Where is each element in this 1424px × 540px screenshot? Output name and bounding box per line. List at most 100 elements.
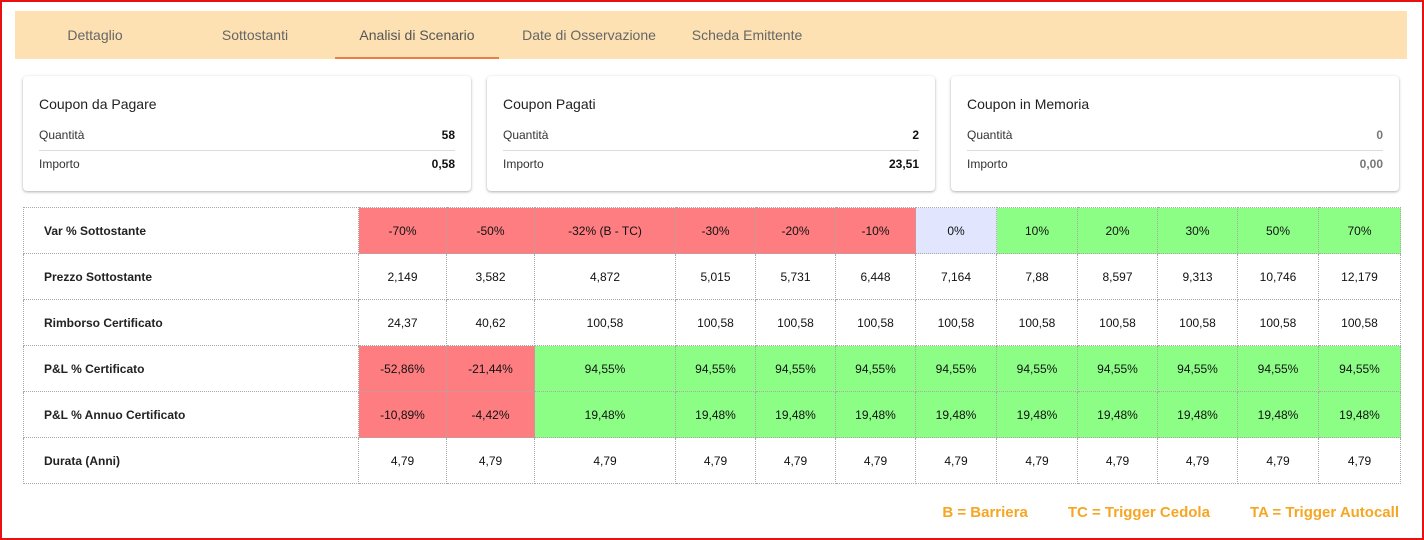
row-label: Durata (Anni) [23, 437, 359, 484]
table-cell: 5,015 [675, 253, 756, 300]
legend-trigger-autocall: TA = Trigger Autocall [1249, 504, 1399, 521]
table-cell: 94,55% [1157, 345, 1238, 392]
table-cell: 40,62 [446, 299, 535, 346]
tab-bar: Dettaglio Sottostanti Analisi di Scenari… [15, 11, 1407, 59]
amount-row: Importo 0,00 [967, 149, 1383, 178]
table-cell: 4,79 [915, 437, 997, 484]
table-cell: 94,55% [755, 345, 836, 392]
tab-analisi-di-scenario[interactable]: Analisi di Scenario [335, 11, 499, 59]
table-cell: 6,448 [835, 253, 916, 300]
table-cell: 94,55% [915, 345, 997, 392]
divider [503, 150, 919, 151]
table-cell: 94,55% [1237, 345, 1319, 392]
table-cell: 20% [1077, 207, 1158, 254]
table-cell: -52,86% [358, 345, 447, 392]
table-cell: 94,55% [835, 345, 916, 392]
row-label: Prezzo Sottostante [23, 253, 359, 300]
table-cell: 4,79 [835, 437, 916, 484]
table-cell: 0% [915, 207, 997, 254]
table-cell: 8,597 [1077, 253, 1158, 300]
table-cell: 100,58 [1237, 299, 1319, 346]
table-cell: 4,79 [358, 437, 447, 484]
legend-trigger-cedola: TC = Trigger Cedola [1067, 504, 1210, 521]
amount-row: Importo 0,58 [39, 149, 455, 178]
amount-label: Importo [503, 156, 544, 171]
table-cell: -10,89% [358, 391, 447, 438]
table-row: Var % Sottostante -70% -50% -32% (B - TC) -3… [23, 207, 1401, 254]
table-cell: 4,79 [446, 437, 535, 484]
table-cell: 100,58 [1157, 299, 1238, 346]
table-cell: 100,58 [915, 299, 997, 346]
table-cell: -20% [755, 207, 836, 254]
table-cell: 19,48% [755, 391, 836, 438]
card-title: Coupon Pagati [503, 96, 596, 112]
table-cell: 4,79 [675, 437, 756, 484]
table-cell: -10% [835, 207, 916, 254]
row-label: Rimborso Certificato [23, 299, 359, 346]
table-cell: 19,48% [1157, 391, 1238, 438]
quantity-value: 2 [912, 127, 919, 142]
table-cell: 4,79 [534, 437, 676, 484]
card-coupon-pagati: Coupon Pagati Quantità 2 Importo 23,51 [487, 76, 935, 191]
table-cell: 24,37 [358, 299, 447, 346]
quantity-row: Quantità 58 [39, 120, 455, 149]
table-cell: 19,48% [1237, 391, 1319, 438]
table-cell: 19,48% [1077, 391, 1158, 438]
table-row: Rimborso Certificato 24,37 40,62 100,58 100,… [23, 299, 1401, 346]
table-cell: -50% [446, 207, 535, 254]
tab-dettaglio[interactable]: Dettaglio [67, 27, 123, 43]
table-cell: 94,55% [534, 345, 676, 392]
table-cell: 4,79 [1077, 437, 1158, 484]
table-cell: 100,58 [1077, 299, 1158, 346]
table-cell: 9,313 [1157, 253, 1238, 300]
amount-label: Importo [967, 156, 1008, 171]
table-cell: 100,58 [835, 299, 916, 346]
table-cell: 50% [1237, 207, 1319, 254]
quantity-value: 58 [441, 127, 455, 142]
table-cell: 19,48% [835, 391, 916, 438]
row-label: P&L % Annuo Certificato [23, 391, 359, 438]
quantity-label: Quantità [503, 127, 549, 142]
table-row: Durata (Anni) 4,79 4,79 4,79 4,79 4,79 4,79 4,7… [23, 437, 1401, 484]
tab-sottostanti[interactable]: Sottostanti [221, 27, 289, 43]
table-cell: 7,164 [915, 253, 997, 300]
table-cell: 4,79 [996, 437, 1078, 484]
table-cell: 5,731 [755, 253, 836, 300]
table-cell: 30% [1157, 207, 1238, 254]
amount-value: 0,58 [431, 156, 455, 171]
table-cell: 4,79 [1157, 437, 1238, 484]
quantity-value: 0 [1376, 127, 1383, 142]
table-cell: 70% [1318, 207, 1401, 254]
card-title: Coupon in Memoria [967, 96, 1090, 112]
table-cell: 94,55% [996, 345, 1078, 392]
table-cell: -30% [675, 207, 756, 254]
legend: B = Barriera TC = Trigger Cedola TA = Tr… [942, 504, 1399, 521]
table-cell: 100,58 [675, 299, 756, 346]
table-row: Prezzo Sottostante 2,149 3,582 4,872 5,015 5,… [23, 253, 1401, 300]
table-cell: 4,79 [1237, 437, 1319, 484]
table-cell: 2,149 [358, 253, 447, 300]
legend-barriera: B = Barriera [942, 504, 1028, 521]
tab-scheda-emittente[interactable]: Scheda Emittente [691, 27, 803, 43]
quantity-label: Quantità [967, 127, 1013, 142]
table-cell: 10,746 [1237, 253, 1319, 300]
card-coupon-in-memoria: Coupon in Memoria Quantità 0 Importo 0,0… [951, 76, 1399, 191]
table-row: P&L % Certificato -52,86% -21,44% 94,55% 94,… [23, 345, 1401, 392]
card-coupon-da-pagare: Coupon da Pagare Quantità 58 Importo 0,5… [23, 76, 471, 191]
table-cell: 94,55% [1077, 345, 1158, 392]
table-cell: 3,582 [446, 253, 535, 300]
table-cell: 12,179 [1318, 253, 1401, 300]
table-cell: 4,872 [534, 253, 676, 300]
table-cell: 19,48% [1318, 391, 1401, 438]
table-cell: 4,79 [755, 437, 836, 484]
amount-value: 23,51 [888, 156, 919, 171]
table-cell: 100,58 [755, 299, 836, 346]
amount-value: 0,00 [1359, 156, 1383, 171]
coupon-cards: Coupon da Pagare Quantità 58 Importo 0,5… [23, 76, 1399, 191]
table-cell: 19,48% [996, 391, 1078, 438]
tab-date-di-osservazione[interactable]: Date di Osservazione [522, 27, 656, 43]
table-cell: -4,42% [446, 391, 535, 438]
table-cell: -32% (B - TC) [534, 207, 676, 254]
table-cell: 4,79 [1318, 437, 1401, 484]
